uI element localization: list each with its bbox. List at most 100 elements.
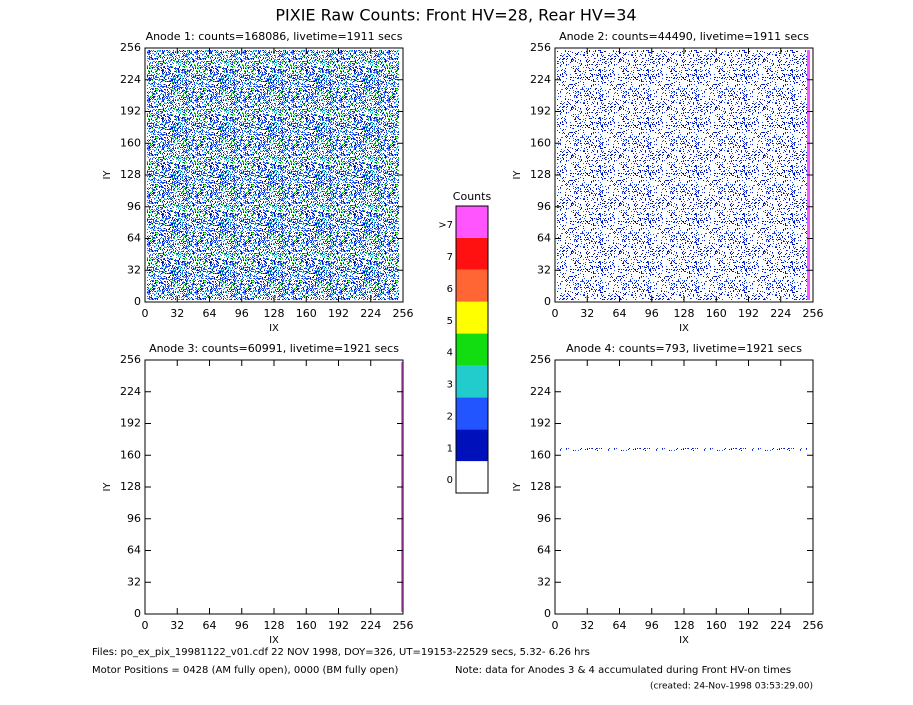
y-tick-label: 128 [530, 168, 551, 181]
y-tick-label: 0 [544, 607, 551, 620]
x-tick-label: 32 [580, 619, 594, 632]
x-tick-label: 96 [235, 619, 249, 632]
colorbar-swatch [456, 333, 488, 366]
x-axis-label: IX [269, 323, 279, 334]
colorbar-swatch [456, 237, 488, 270]
y-tick-label: 64 [537, 544, 551, 557]
x-tick-label: 160 [296, 619, 317, 632]
footer-motor: Motor Positions = 0428 (AM fully open), … [92, 665, 399, 676]
x-tick-label: 160 [706, 307, 727, 320]
x-tick-label: 0 [142, 619, 149, 632]
x-tick-label: 64 [613, 619, 627, 632]
y-tick-label: 192 [530, 105, 551, 118]
plot-frame [554, 359, 814, 615]
y-tick-label: 192 [120, 105, 141, 118]
heatmap-texture [557, 50, 807, 300]
y-tick-label: 128 [120, 480, 141, 493]
colorbar-label: 7 [447, 252, 453, 263]
y-tick-label: 192 [530, 417, 551, 430]
y-tick-label: 0 [134, 607, 141, 620]
y-tick-label: 256 [530, 353, 551, 366]
colorbar-label: 0 [447, 475, 453, 486]
colorbar-label: 3 [447, 380, 453, 391]
y-tick-label: 224 [530, 73, 551, 86]
colorbar-swatch [456, 269, 488, 302]
x-tick-label: 192 [738, 307, 759, 320]
x-tick-label: 160 [706, 619, 727, 632]
x-tick-label: 64 [203, 619, 217, 632]
y-tick-label: 0 [134, 295, 141, 308]
colorbar-label: >7 [438, 220, 453, 231]
x-tick-label: 256 [393, 307, 414, 320]
y-tick-label: 128 [120, 168, 141, 181]
y-tick-label: 32 [127, 263, 141, 276]
y-tick-label: 64 [537, 232, 551, 245]
y-axis-label: IY [512, 170, 523, 180]
x-axis-label: IX [269, 635, 279, 646]
x-tick-label: 32 [580, 307, 594, 320]
colorbar-swatch [456, 461, 488, 493]
x-tick-label: 256 [393, 619, 414, 632]
x-tick-label: 128 [674, 307, 695, 320]
x-tick-label: 224 [360, 307, 381, 320]
x-tick-label: 224 [770, 307, 791, 320]
y-tick-label: 160 [530, 448, 551, 461]
footer-note: Note: data for Anodes 3 & 4 accumulated … [455, 665, 791, 676]
colorbar-label: 5 [447, 316, 453, 327]
x-tick-label: 192 [738, 619, 759, 632]
y-axis-label: IY [102, 170, 113, 180]
y-tick-label: 160 [120, 448, 141, 461]
x-tick-label: 64 [613, 307, 627, 320]
x-tick-label: 32 [170, 307, 184, 320]
x-tick-label: 256 [803, 307, 824, 320]
y-tick-label: 96 [537, 512, 551, 525]
x-tick-label: 0 [142, 307, 149, 320]
x-tick-label: 224 [360, 619, 381, 632]
y-tick-label: 32 [537, 575, 551, 588]
plot-frame [144, 359, 404, 615]
x-tick-label: 192 [328, 307, 349, 320]
x-tick-label: 64 [203, 307, 217, 320]
y-tick-label: 192 [120, 417, 141, 430]
x-axis-label: IX [679, 635, 689, 646]
page-title: PIXIE Raw Counts: Front HV=28, Rear HV=3… [275, 6, 636, 25]
x-tick-label: 160 [296, 307, 317, 320]
y-tick-label: 160 [530, 136, 551, 149]
colorbar-label: 2 [447, 411, 453, 422]
y-tick-label: 96 [537, 200, 551, 213]
y-tick-label: 64 [127, 232, 141, 245]
x-tick-label: 96 [235, 307, 249, 320]
y-tick-label: 256 [120, 41, 141, 54]
colorbar-frame [455, 205, 489, 494]
y-tick-label: 160 [120, 136, 141, 149]
colorbar-swatch [456, 429, 488, 462]
x-tick-label: 0 [552, 307, 559, 320]
x-tick-label: 128 [264, 307, 285, 320]
panel-title: Anode 1: counts=168086, livetime=1911 se… [146, 30, 403, 43]
colorbar-title: Counts [453, 190, 492, 203]
y-tick-label: 0 [544, 295, 551, 308]
x-tick-label: 128 [264, 619, 285, 632]
panel-title: Anode 3: counts=60991, livetime=1921 sec… [149, 342, 399, 355]
y-axis-label: IY [512, 482, 523, 492]
x-tick-label: 32 [170, 619, 184, 632]
y-axis-label: IY [102, 482, 113, 492]
y-tick-label: 96 [127, 200, 141, 213]
colorbar-label: 6 [447, 284, 453, 295]
heatmap-texture [556, 448, 808, 451]
heatmap-texture [147, 50, 399, 300]
x-tick-label: 224 [770, 619, 791, 632]
colorbar-label: 4 [447, 348, 453, 359]
x-tick-label: 128 [674, 619, 695, 632]
y-tick-label: 256 [530, 41, 551, 54]
panel-title: Anode 2: counts=44490, livetime=1911 sec… [559, 30, 809, 43]
y-tick-label: 128 [530, 480, 551, 493]
colorbar-swatch [456, 397, 488, 430]
colorbar-swatch [456, 301, 488, 334]
x-tick-label: 0 [552, 619, 559, 632]
x-tick-label: 192 [328, 619, 349, 632]
footer-files: Files: po_ex_pix_19981122_v01.cdf 22 NOV… [92, 647, 590, 658]
y-tick-label: 64 [127, 544, 141, 557]
y-tick-label: 32 [127, 575, 141, 588]
